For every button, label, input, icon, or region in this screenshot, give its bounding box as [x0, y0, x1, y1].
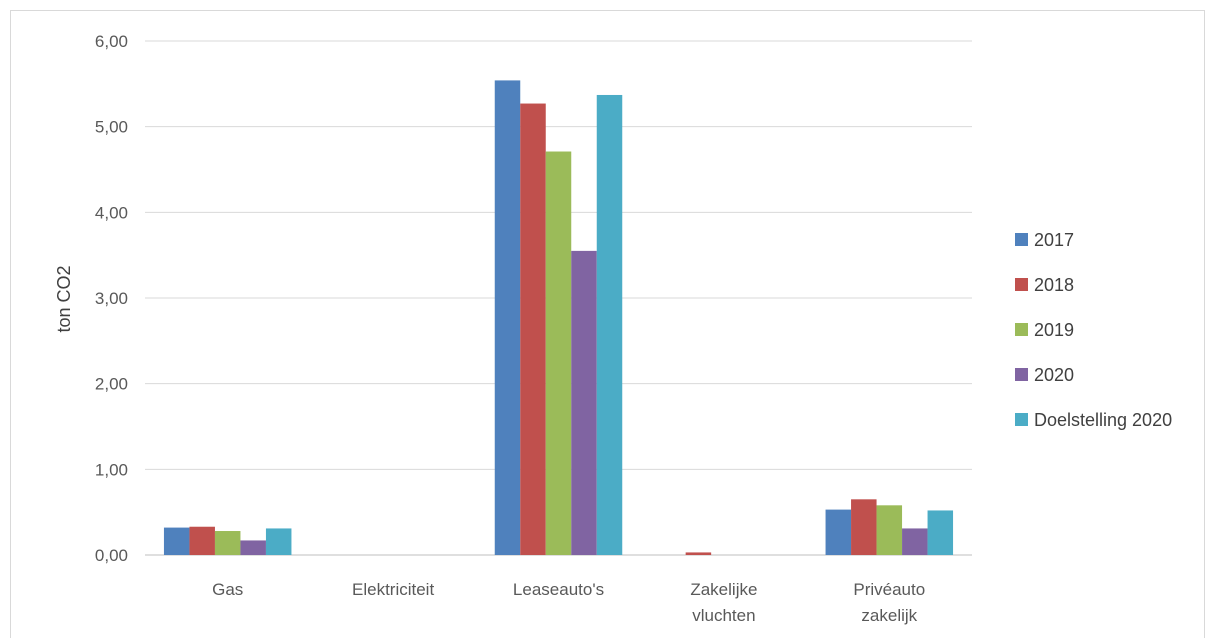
bar — [494, 80, 521, 555]
bar — [927, 510, 954, 555]
x-tick-label: Zakelijke vluchten — [690, 580, 757, 625]
y-tick-label: 5,00 — [95, 118, 128, 137]
bar — [685, 552, 712, 555]
bar — [851, 499, 877, 555]
x-tick-label-line: vluchten — [692, 606, 755, 625]
legend-label: 2017 — [1034, 230, 1074, 250]
chart-frame — [10, 10, 1205, 638]
x-tick-label-line: Privéauto — [853, 580, 925, 599]
legend-swatch — [1015, 233, 1028, 246]
legend-swatch — [1015, 368, 1028, 381]
x-tick-label-line: Zakelijke — [690, 580, 757, 599]
x-tick-label: Elektriciteit — [352, 580, 434, 599]
x-tick-label: Gas — [212, 580, 243, 599]
x-tick-label-line: Leaseauto's — [513, 580, 604, 599]
x-tick-label-line: Gas — [212, 580, 243, 599]
bar — [876, 505, 903, 555]
bar — [214, 531, 241, 555]
legend-label: 2019 — [1034, 320, 1074, 340]
legend-swatch — [1015, 413, 1028, 426]
bars — [163, 80, 954, 555]
y-tick-label: 3,00 — [95, 289, 128, 308]
bar — [265, 528, 292, 555]
x-tick-label-line: Elektriciteit — [352, 580, 434, 599]
bar — [240, 540, 266, 555]
bar — [825, 509, 852, 555]
y-axis-ticks: 0,00 1,00 2,00 3,00 4,00 5,00 6,00 — [95, 32, 128, 565]
bar — [571, 250, 597, 555]
bar — [189, 526, 215, 555]
y-tick-label: 0,00 — [95, 546, 128, 565]
bar — [545, 151, 572, 555]
y-tick-label: 6,00 — [95, 32, 128, 51]
bar — [902, 528, 928, 555]
x-tick-label: Leaseauto's — [513, 580, 604, 599]
x-axis-ticks: Gas Elektriciteit Leaseauto's Zakelijke vluc… — [212, 580, 925, 625]
x-tick-label: Privéauto zakelijk — [853, 580, 925, 625]
y-axis-title: ton CO2 — [54, 265, 74, 332]
legend: 2017 2018 2019 2020 Doelstelling 2020 — [1015, 230, 1172, 430]
y-tick-label: 4,00 — [95, 203, 128, 222]
legend-swatch — [1015, 278, 1028, 291]
y-tick-label: 1,00 — [95, 460, 128, 479]
legend-swatch — [1015, 323, 1028, 336]
legend-label: Doelstelling 2020 — [1034, 410, 1172, 430]
legend-label: 2020 — [1034, 365, 1074, 385]
y-tick-label: 2,00 — [95, 375, 128, 394]
bar — [596, 94, 623, 555]
legend-label: 2018 — [1034, 275, 1074, 295]
bar — [520, 103, 546, 555]
bar — [163, 527, 190, 555]
x-tick-label-line: zakelijk — [861, 606, 917, 625]
